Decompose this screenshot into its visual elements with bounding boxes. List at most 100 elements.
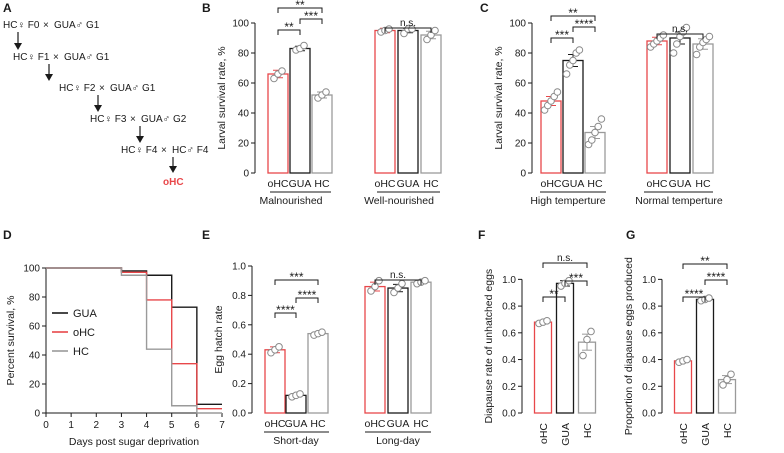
c-point-2-3 [594, 122, 603, 131]
f-xlabel-2: HC [582, 423, 594, 439]
g-ytick-label-5: 1.0 [642, 275, 656, 286]
scheme-female-3: HC♀ F3 [90, 114, 127, 125]
b-sig-label-1: *** [304, 9, 318, 23]
panel-letter-g: G [626, 228, 635, 242]
c-ytick-label-5: 100 [509, 19, 526, 30]
chart-g: 0.0 0.2 0.4 0.6 0.8 1.0 Proportion of diapause… [623, 254, 737, 446]
g-ytick-label-1: 0.2 [642, 382, 656, 393]
e-bar-gua-1 [387, 287, 409, 414]
b-point-5-2 [431, 26, 439, 35]
b-ytick-label-3: 60 [238, 79, 250, 90]
b-bar-hc-0 [311, 94, 333, 174]
g-sig-label-0: **** [685, 287, 704, 301]
b-ytick-label-4: 80 [238, 49, 250, 60]
e-sig-label-1: **** [298, 288, 317, 302]
g-point-1-2 [705, 294, 713, 302]
c-point-2-1 [588, 136, 596, 144]
g-point-2-1 [723, 375, 731, 384]
b-point-4-2 [408, 25, 416, 33]
b-ytick-label-1: 20 [238, 139, 250, 150]
e-bar-hc-1 [410, 281, 432, 414]
e-point-2-2 [318, 328, 326, 336]
scheme-female-4: HC♀ F4 [121, 145, 158, 156]
scheme-arrow-3 [136, 126, 144, 143]
b-point-1-2 [300, 41, 308, 50]
b-ylabel: Larval survival rate, % [216, 46, 228, 149]
f-sig-label-0: ** [549, 287, 559, 301]
g-ytick-label-3: 0.6 [642, 328, 656, 339]
c-sig-bracket-0 [550, 37, 574, 43]
b-point-0-2 [278, 67, 286, 75]
g-xlabel-1: GUA [700, 423, 712, 446]
g-bar-ohc-0 [673, 360, 693, 414]
f-bar-ohc-0 [533, 321, 553, 414]
f-point-0-2 [543, 316, 551, 325]
scheme-times-4: × [161, 145, 167, 156]
b-point-2-2 [322, 88, 330, 96]
e-ytick-label-1: 0.2 [232, 379, 246, 390]
g-bar-gua-0 [695, 298, 715, 414]
b-bar-gua-0 [289, 47, 311, 174]
f-point-2-1 [583, 335, 591, 344]
b-ytick-label-5: 100 [232, 19, 249, 30]
g-sig-bracket-2 [682, 263, 728, 269]
c-xlabel-1: GUA [562, 178, 585, 190]
e-xlabel-2: HC [310, 418, 326, 430]
f-ytick-label-0: 0.0 [502, 409, 516, 420]
g-ytick-label-4: 0.8 [642, 302, 656, 313]
g-ylabel: Proportion of diapause eggs produced [623, 257, 635, 435]
d-ytick-label-4: 80 [29, 293, 41, 304]
b-sig-bracket-3 [384, 27, 432, 33]
g-ytick-label-2: 0.4 [642, 355, 656, 366]
b-xlabel-1: GUA [289, 178, 312, 190]
c-point-1-2 [569, 56, 577, 65]
b-group-label-1: Well-nourished [364, 195, 434, 207]
c-point-5-0 [692, 50, 701, 59]
b-sig-label-3: n.s. [400, 18, 416, 29]
scheme-male-4: HC♂ F4 [172, 145, 209, 156]
scheme-times-2: × [99, 83, 105, 94]
chart-f: 0.0 0.2 0.4 0.6 0.8 1.0 Diapause rate of unhat… [483, 253, 597, 446]
d-ytick-label-5: 100 [23, 264, 40, 275]
scheme-male-3: GUA♂ G2 [141, 114, 187, 125]
panel-letter-b: B [202, 1, 211, 15]
scheme-female-2: HC♀ F2 [59, 83, 96, 94]
b-xlabel-2: HC [314, 178, 330, 190]
f-ytick-label-4: 0.8 [502, 302, 516, 313]
b-bar-ohc-1 [374, 29, 396, 174]
f-sig-label-2: n.s. [557, 253, 573, 264]
e-sig-bracket-1 [295, 297, 319, 303]
b-bar-gua-1 [397, 29, 419, 174]
c-group-label-1: Normal temperture [635, 195, 723, 207]
scheme-arrow-2 [94, 95, 102, 112]
scheme-result: oHC [163, 177, 184, 188]
e-point-1-2 [296, 390, 304, 398]
d-legend-label-gua: GUA [73, 308, 98, 320]
f-sig-bracket-0 [542, 296, 566, 302]
d-line-hc [46, 267, 222, 414]
g-ytick-label-0: 0.0 [642, 409, 656, 420]
e-bar-hc-0 [307, 332, 329, 414]
e-ytick-label-2: 0.4 [232, 350, 246, 361]
c-ytick-label-4: 80 [515, 49, 527, 60]
d-legend-label-ohc: oHC [73, 327, 95, 339]
d-xlabel: Days post sugar deprivation [69, 436, 199, 448]
b-sig-bracket-0 [277, 29, 301, 35]
d-ytick-label-3: 60 [29, 322, 41, 333]
b-sig-label-0: ** [284, 20, 294, 34]
e-point-5-2 [421, 276, 429, 285]
chart-d: 0 20 40 60 80 100 0 1 2 3 4 5 6 7 Days post sugar depr… [5, 264, 225, 449]
e-sig-bracket-3 [374, 279, 422, 285]
scheme-male-0: GUA♂ G1 [54, 20, 100, 31]
c-point-4-4 [682, 23, 691, 32]
e-point-4-2 [398, 279, 406, 288]
d-ytick-label-0: 0 [34, 409, 40, 420]
f-point-2-0 [579, 351, 587, 360]
e-sig-label-2: *** [289, 270, 303, 284]
d-xtick-label-7: 7 [219, 420, 225, 431]
c-xlabel-4: GUA [669, 178, 692, 190]
